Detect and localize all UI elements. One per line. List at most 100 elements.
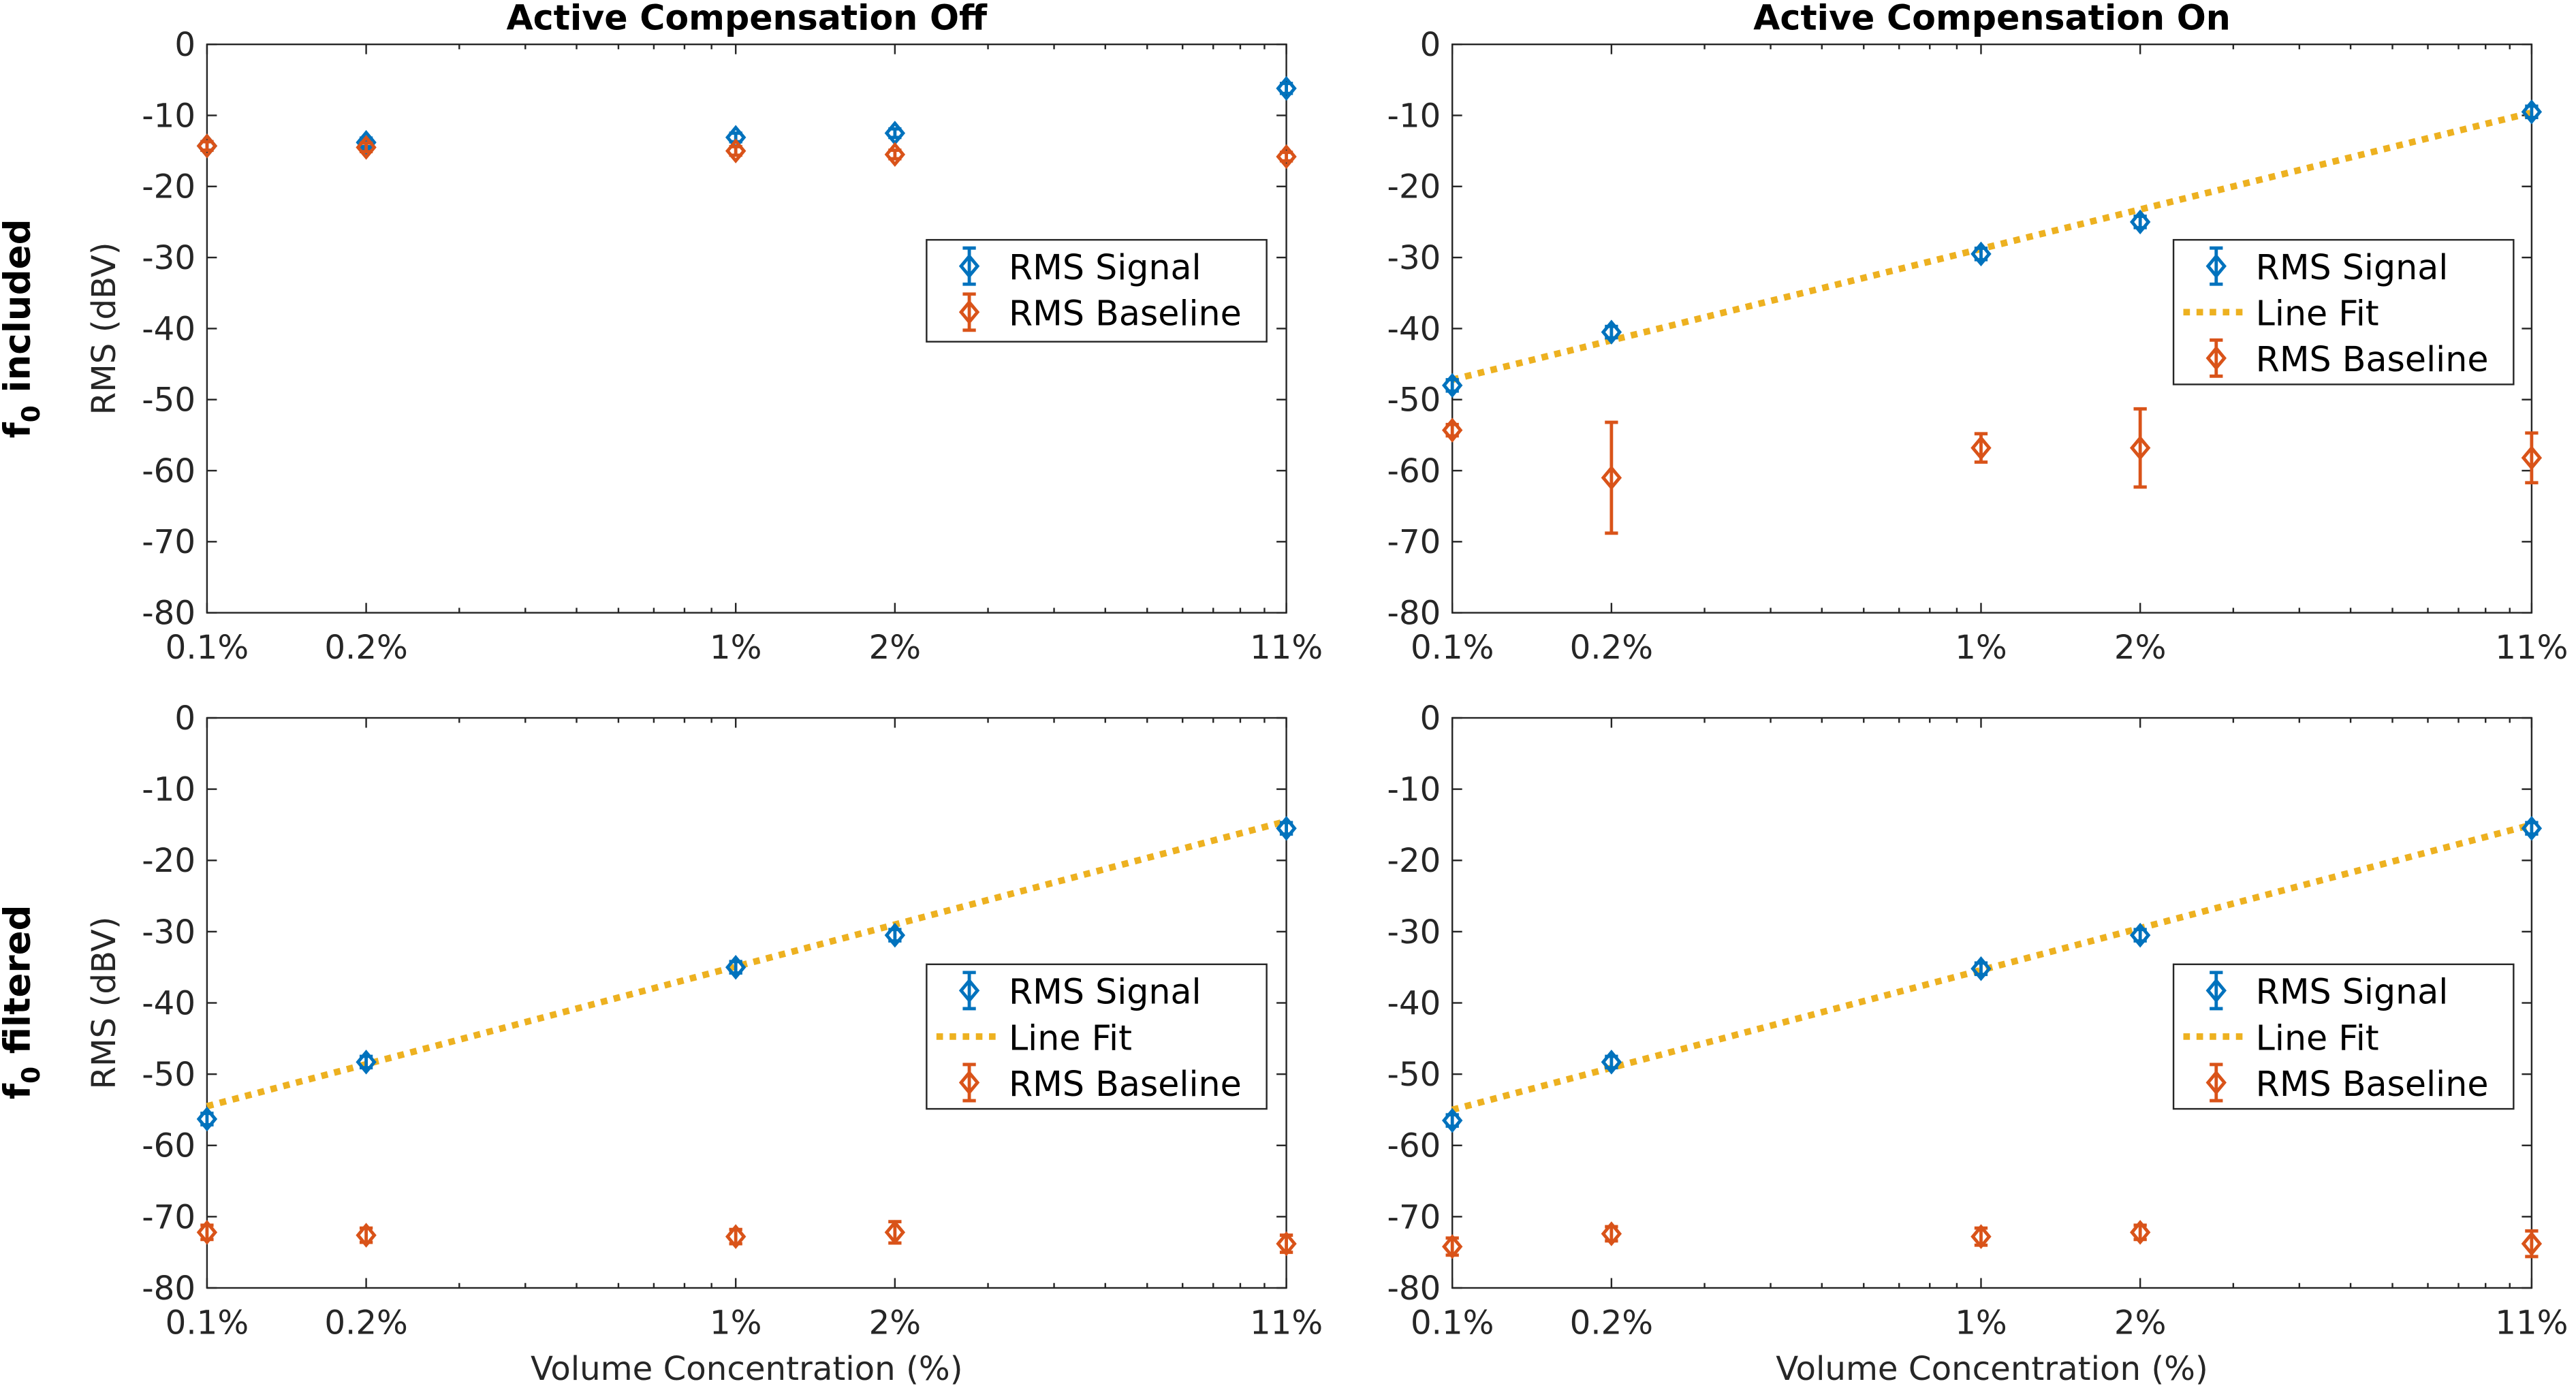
y-tick-label: -50 (1387, 381, 1441, 420)
y-tick-label: -50 (1387, 1056, 1441, 1094)
x-tick-label: 0.2% (324, 629, 408, 667)
legend-entry-label: RMS Baseline (1009, 1064, 1242, 1104)
y-tick-label: -60 (1387, 452, 1441, 490)
y-tick-label: -40 (142, 310, 195, 348)
legend-entry-label: Line Fit (2256, 294, 2379, 334)
signal-marker (2129, 209, 2151, 235)
subplot-1: 0 -10 -20 -30 -40 -50 -60 -70 -800.1% 0.2% 1% 2% 11%… (85, 0, 1323, 667)
subplot-2: 0 -10 -20 -30 -40 -50 -60 -70 -800.1% 0.2% 1% 2% 11%… (1387, 0, 2569, 667)
legend-swatch-marker (958, 253, 980, 279)
y-tick-label: -20 (1387, 168, 1441, 206)
row-label: f0 filtered (0, 904, 46, 1099)
baseline-marker (1970, 435, 1992, 460)
signal-marker (1970, 956, 1992, 981)
legend-box (926, 238, 1268, 343)
x-tick-label: 1% (1955, 1304, 2007, 1342)
x-tick-label: 0.1% (166, 1304, 249, 1342)
x-tick-label: 1% (710, 1304, 762, 1342)
y-tick-label: -70 (142, 523, 195, 561)
signal-marker (725, 954, 747, 980)
signal-marker (2521, 99, 2543, 125)
x-tick-label: 11% (2495, 629, 2568, 667)
y-tick-label: -70 (1387, 1198, 1441, 1236)
signal-marker (1441, 373, 1463, 398)
row-label: f0 included (0, 219, 46, 438)
baseline-marker (2521, 445, 2543, 471)
legend: RMS Signal RMS Baseline (926, 238, 1268, 343)
legend-entry-label: RMS Baseline (2256, 339, 2489, 379)
y-tick-label: -40 (142, 984, 195, 1022)
baseline-marker (356, 135, 377, 160)
baseline-marker (1970, 1224, 1992, 1249)
y-tick-label: 0 (1420, 26, 1441, 64)
y-tick-label: -30 (1387, 239, 1441, 277)
legend-swatch-marker (958, 300, 980, 325)
signal-marker (356, 1050, 377, 1075)
y-tick-label: -40 (1387, 310, 1441, 348)
signal-marker (884, 922, 906, 948)
x-tick-label: 0.1% (1411, 1304, 1494, 1342)
line-fit (206, 818, 1287, 1109)
y-axis-label: RMS (dBV) (85, 242, 123, 415)
y-tick-label: -80 (142, 1270, 195, 1308)
row-label-base: f (0, 1083, 38, 1099)
legend-entry-label: RMS Signal (2256, 247, 2449, 287)
y-tick-label: -70 (1387, 523, 1441, 561)
signal-marker (1276, 815, 1297, 841)
baseline-marker (356, 1223, 377, 1248)
y-tick-label: -60 (1387, 1127, 1441, 1165)
y-axis-label: RMS (dBV) (85, 917, 123, 1090)
legend-entry-label: RMS Signal (2256, 972, 2449, 1012)
x-tick-label: 2% (869, 629, 922, 667)
y-tick-label: -80 (142, 595, 195, 633)
signal-marker (196, 1106, 218, 1132)
line-fit (1451, 109, 2533, 383)
subplot-3: 0 -10 -20 -30 -40 -50 -60 -70 -800.1% 0.2% 1% 2% 11%… (85, 699, 1323, 1386)
legend-swatch-marker (2205, 1070, 2227, 1095)
y-tick-label: -30 (1387, 913, 1441, 951)
x-tick-label: 0.1% (166, 629, 249, 667)
signal-marker (1601, 1050, 1622, 1075)
baseline-marker (2129, 1220, 2151, 1245)
baseline-marker (2521, 1231, 2543, 1257)
baseline-marker (725, 1224, 747, 1249)
legend-box (2172, 238, 2515, 385)
signal-marker (1276, 76, 1297, 101)
signal-marker (1441, 1107, 1463, 1133)
row-label-subscript: 0 (16, 1067, 46, 1084)
y-tick-label: -70 (142, 1198, 195, 1236)
legend-entry-label: Line Fit (2256, 1018, 2379, 1058)
signal-marker (2129, 922, 2151, 948)
y-tick-label: -20 (142, 168, 195, 206)
legend-swatch-marker (2205, 345, 2227, 371)
y-tick-label: -10 (142, 771, 195, 809)
baseline-marker (1441, 418, 1463, 443)
baseline-marker (1276, 1231, 1297, 1257)
signal-marker (1601, 319, 1622, 345)
baseline-marker (725, 138, 747, 163)
y-tick-label: -80 (1387, 1270, 1441, 1308)
y-tick-label: -40 (1387, 984, 1441, 1022)
signal-marker (1970, 241, 1992, 267)
baseline-marker (1441, 1234, 1463, 1259)
y-tick-label: -10 (1387, 771, 1441, 809)
y-tick-label: 0 (1420, 699, 1441, 738)
y-tick-label: -60 (142, 1127, 195, 1165)
row-label-text: filtered (0, 904, 38, 1066)
subplot-title: Active Compensation Off (506, 0, 988, 37)
subplot-4: 0 -10 -20 -30 -40 -50 -60 -70 -800.1% 0.2% 1% 2% 11%… (1387, 699, 2569, 1386)
baseline-marker (1601, 1221, 1622, 1246)
x-tick-label: 2% (2114, 629, 2167, 667)
legend-swatch-marker (958, 1070, 980, 1095)
x-tick-label: 0.2% (1570, 1304, 1654, 1342)
x-tick-label: 1% (710, 629, 762, 667)
baseline-marker (196, 1220, 218, 1245)
legend-swatch-marker (958, 978, 980, 1003)
x-tick-label: 1% (1955, 629, 2007, 667)
legend-entry-label: RMS Baseline (2256, 1064, 2489, 1104)
x-tick-label: 2% (869, 1304, 922, 1342)
y-tick-label: -50 (142, 1056, 195, 1094)
line-fit (1451, 821, 2533, 1114)
